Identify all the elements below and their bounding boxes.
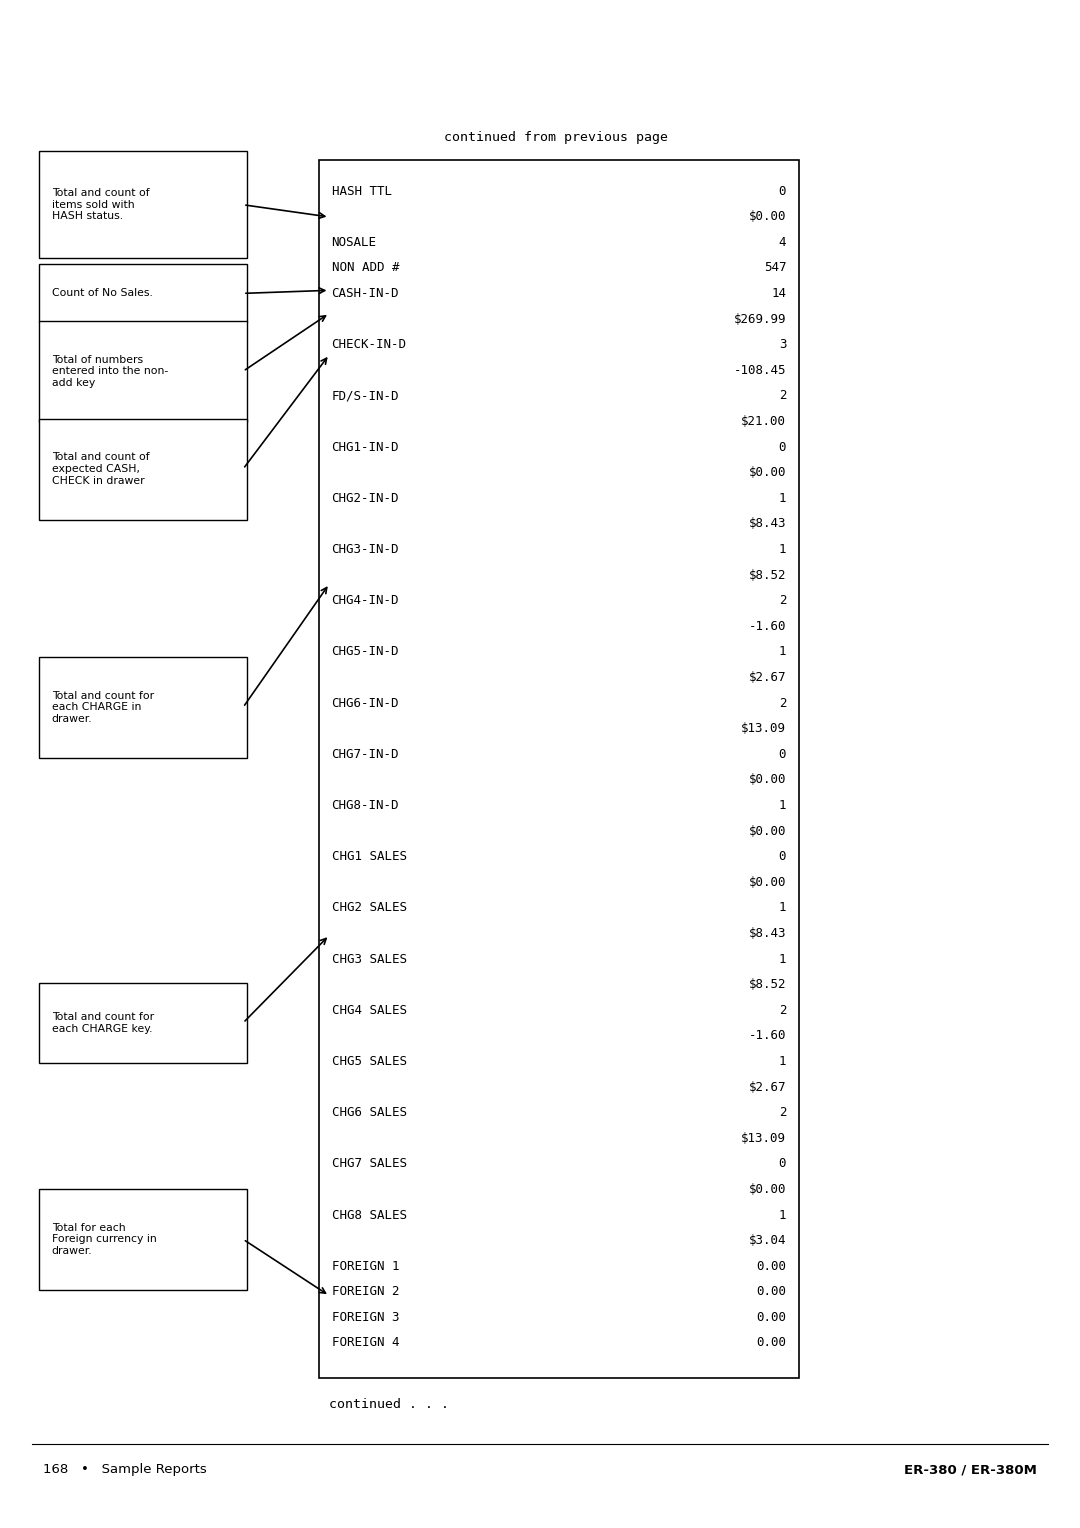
Text: FOREIGN 3: FOREIGN 3	[332, 1311, 400, 1323]
FancyBboxPatch shape	[39, 151, 247, 258]
Text: Total and count for
each CHARGE in
drawer.: Total and count for each CHARGE in drawe…	[52, 691, 154, 724]
Text: Total and count of
items sold with
HASH status.: Total and count of items sold with HASH …	[52, 188, 149, 222]
Text: CHG8 SALES: CHG8 SALES	[332, 1209, 406, 1221]
Text: FOREIGN 4: FOREIGN 4	[332, 1337, 400, 1349]
Text: 4: 4	[779, 235, 786, 249]
Text: 0: 0	[779, 185, 786, 197]
Text: CHG8-IN-D: CHG8-IN-D	[332, 799, 400, 811]
Text: 0.00: 0.00	[756, 1285, 786, 1299]
Text: 0.00: 0.00	[756, 1311, 786, 1323]
Text: FOREIGN 1: FOREIGN 1	[332, 1259, 400, 1273]
Text: CHG4-IN-D: CHG4-IN-D	[332, 594, 400, 607]
Text: 2: 2	[779, 1106, 786, 1118]
Text: CHG7 SALES: CHG7 SALES	[332, 1157, 406, 1170]
Text: Total and count of
expected CASH,
CHECK in drawer: Total and count of expected CASH, CHECK …	[52, 452, 149, 486]
Text: 0: 0	[779, 747, 786, 761]
Text: $0.00: $0.00	[748, 876, 786, 889]
Text: 1: 1	[779, 1209, 786, 1221]
Text: HASH TTL: HASH TTL	[332, 185, 392, 197]
Text: $0.00: $0.00	[748, 466, 786, 480]
Text: CHG2 SALES: CHG2 SALES	[332, 902, 406, 914]
Text: continued from previous page: continued from previous page	[444, 130, 669, 144]
Text: 2: 2	[779, 697, 786, 709]
FancyBboxPatch shape	[39, 1189, 247, 1290]
Text: FOREIGN 2: FOREIGN 2	[332, 1285, 400, 1299]
Text: $3.04: $3.04	[748, 1235, 786, 1247]
Text: 2: 2	[779, 390, 786, 402]
Text: CHG6-IN-D: CHG6-IN-D	[332, 697, 400, 709]
Text: 0: 0	[779, 1157, 786, 1170]
Text: CHG1 SALES: CHG1 SALES	[332, 850, 406, 863]
Text: 1: 1	[779, 902, 786, 914]
Text: 3: 3	[779, 338, 786, 351]
Text: ER-380 / ER-380M: ER-380 / ER-380M	[904, 1464, 1037, 1476]
Text: CASH-IN-D: CASH-IN-D	[332, 287, 400, 299]
Text: Total of numbers
entered into the non-
add key: Total of numbers entered into the non- a…	[52, 354, 168, 388]
Text: CHG5-IN-D: CHG5-IN-D	[332, 645, 400, 659]
Text: $2.67: $2.67	[748, 671, 786, 685]
Text: $0.00: $0.00	[748, 825, 786, 837]
Text: CHG6 SALES: CHG6 SALES	[332, 1106, 406, 1118]
Text: CHG3 SALES: CHG3 SALES	[332, 952, 406, 966]
Text: $8.52: $8.52	[748, 978, 786, 992]
Text: FD/S-IN-D: FD/S-IN-D	[332, 390, 400, 402]
Text: CHG4 SALES: CHG4 SALES	[332, 1004, 406, 1016]
Text: -1.60: -1.60	[748, 1030, 786, 1042]
Text: $0.00: $0.00	[748, 1183, 786, 1196]
Text: $13.09: $13.09	[741, 723, 786, 735]
Text: $269.99: $269.99	[733, 313, 786, 325]
Text: 0: 0	[779, 440, 786, 454]
Text: 0: 0	[779, 850, 786, 863]
Text: CHG1-IN-D: CHG1-IN-D	[332, 440, 400, 454]
Text: 1: 1	[779, 542, 786, 556]
FancyBboxPatch shape	[39, 983, 247, 1063]
Text: -108.45: -108.45	[733, 364, 786, 377]
Text: -1.60: -1.60	[748, 620, 786, 633]
FancyBboxPatch shape	[319, 160, 799, 1378]
Text: CHG7-IN-D: CHG7-IN-D	[332, 747, 400, 761]
Text: $0.00: $0.00	[748, 211, 786, 223]
Text: CHG2-IN-D: CHG2-IN-D	[332, 492, 400, 504]
Text: 1: 1	[779, 645, 786, 659]
FancyBboxPatch shape	[39, 657, 247, 758]
Text: $8.52: $8.52	[748, 568, 786, 582]
FancyBboxPatch shape	[39, 264, 247, 322]
Text: 0.00: 0.00	[756, 1259, 786, 1273]
Text: $13.09: $13.09	[741, 1132, 786, 1144]
Text: 14: 14	[771, 287, 786, 299]
Text: Count of No Sales.: Count of No Sales.	[52, 289, 152, 298]
Text: 0.00: 0.00	[756, 1337, 786, 1349]
Text: NOSALE: NOSALE	[332, 235, 377, 249]
Text: Total for each
Foreign currency in
drawer.: Total for each Foreign currency in drawe…	[52, 1222, 157, 1256]
FancyBboxPatch shape	[39, 321, 247, 422]
Text: CHG5 SALES: CHG5 SALES	[332, 1054, 406, 1068]
Text: $8.43: $8.43	[748, 518, 786, 530]
Text: $8.43: $8.43	[748, 927, 786, 940]
Text: Total and count for
each CHARGE key.: Total and count for each CHARGE key.	[52, 1012, 154, 1034]
Text: NON ADD #: NON ADD #	[332, 261, 400, 275]
FancyBboxPatch shape	[39, 419, 247, 520]
Text: 168   •   Sample Reports: 168 • Sample Reports	[43, 1464, 207, 1476]
Text: 2: 2	[779, 594, 786, 607]
Text: 1: 1	[779, 799, 786, 811]
Text: 2: 2	[779, 1004, 786, 1016]
Text: $0.00: $0.00	[748, 773, 786, 787]
Text: $21.00: $21.00	[741, 416, 786, 428]
Text: $2.67: $2.67	[748, 1080, 786, 1094]
Text: continued . . .: continued . . .	[329, 1398, 449, 1412]
Text: 1: 1	[779, 1054, 786, 1068]
Text: CHECK-IN-D: CHECK-IN-D	[332, 338, 406, 351]
Text: 547: 547	[764, 261, 786, 275]
Text: CHG3-IN-D: CHG3-IN-D	[332, 542, 400, 556]
Text: 1: 1	[779, 492, 786, 504]
Text: 1: 1	[779, 952, 786, 966]
